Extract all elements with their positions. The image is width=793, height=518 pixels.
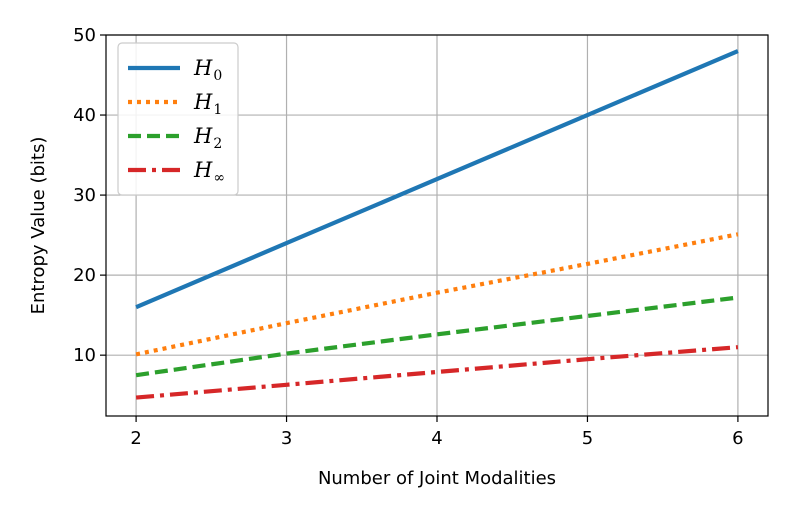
x-tick-label: 5 (582, 428, 593, 449)
legend-series-name: H (193, 56, 213, 80)
series-line-1 (135, 232, 739, 357)
x-tick-label: 6 (732, 428, 743, 449)
x-axis-label: Number of Joint Modalities (318, 468, 556, 489)
legend-label-3: H∞ (193, 158, 225, 186)
series-layer (135, 49, 739, 400)
legend-series-subscript: 1 (213, 102, 222, 118)
y-tick-label: 20 (73, 265, 96, 286)
x-tick-label: 4 (431, 428, 442, 449)
y-axis-ticks: 10 20 30 40 50 (73, 25, 106, 366)
legend-series-subscript: 2 (213, 136, 222, 152)
legend-label-0: H0 (193, 56, 222, 84)
legend-label-1: H1 (193, 90, 222, 118)
x-tick-label: 2 (130, 428, 141, 449)
legend-series-name: H (193, 90, 213, 114)
legend-label-2: H2 (193, 124, 222, 152)
series-line-2 (135, 295, 739, 378)
y-axis-label: Entropy Value (bits) (28, 137, 49, 315)
y-tick-label: 40 (73, 105, 96, 126)
legend-box (117, 42, 239, 196)
y-tick-label: 30 (73, 185, 96, 206)
legend-series-subscript: ∞ (213, 170, 225, 186)
y-tick-label: 10 (73, 345, 96, 366)
series-line-0 (135, 49, 739, 310)
legend-series-name: H (193, 124, 213, 148)
y-tick-label: 50 (73, 25, 96, 46)
legend-series-name: H (193, 158, 213, 182)
x-tick-label: 3 (281, 428, 292, 449)
x-axis-ticks: 2 3 4 5 6 (130, 416, 744, 449)
legend-series-subscript: 0 (213, 68, 222, 84)
series-line-3 (135, 345, 739, 400)
